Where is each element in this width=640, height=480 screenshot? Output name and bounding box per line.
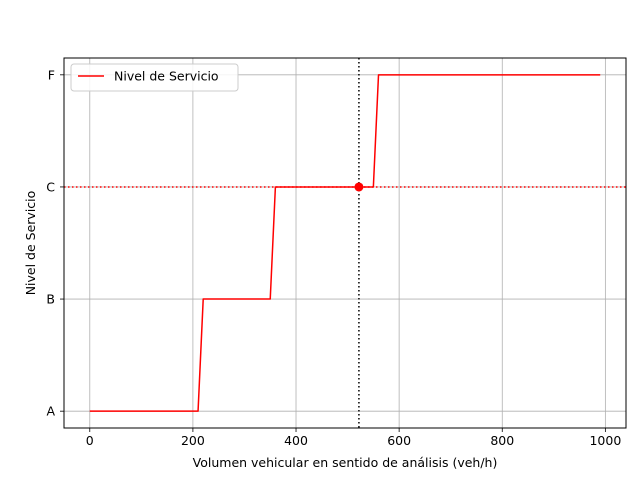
y-axis-ticks: A B C F	[46, 67, 64, 419]
x-axis-ticks: 0 200 400 600 800 1000	[86, 428, 621, 448]
grid	[64, 58, 626, 428]
x-tick-label-0: 0	[86, 433, 94, 448]
marker-point	[354, 182, 364, 192]
y-tick-label-3: F	[48, 67, 55, 82]
series-line-0	[89, 74, 601, 412]
legend: Nivel de Servicio	[70, 63, 239, 92]
y-axis-label: Nivel de Servicio	[23, 191, 38, 296]
y-tick-label-2: C	[46, 179, 55, 194]
x-tick-label-1: 200	[181, 433, 205, 448]
x-tick-label-5: 1000	[589, 433, 621, 448]
series-group	[89, 74, 601, 412]
marker-group	[354, 182, 364, 192]
x-tick-label-2: 400	[284, 433, 308, 448]
x-tick-label-3: 600	[387, 433, 411, 448]
legend-box	[70, 63, 239, 92]
x-axis-label: Volumen vehicular en sentido de análisis…	[193, 455, 498, 470]
legend-entry-label: Nivel de Servicio	[114, 69, 219, 84]
reference-lines	[64, 58, 626, 428]
y-tick-label-1: B	[46, 292, 55, 307]
x-tick-label-4: 800	[490, 433, 514, 448]
plot-frame	[63, 57, 627, 429]
y-tick-label-0: A	[46, 404, 55, 419]
